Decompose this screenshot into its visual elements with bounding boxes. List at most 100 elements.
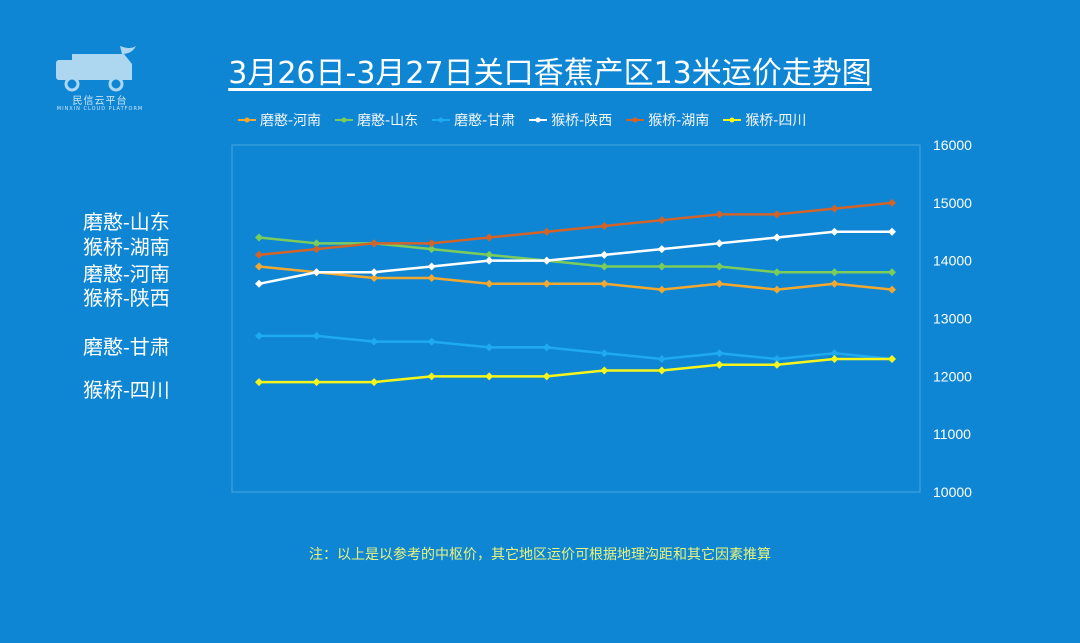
footnote: 注：以上是以参考的中枢价，其它地区运价可根据地理沟距和其它因素推算 (309, 547, 771, 563)
legend-item: 猴桥-湖南 (626, 110, 709, 130)
data-point (485, 343, 494, 352)
data-point (312, 378, 321, 387)
series-line (259, 334, 893, 361)
y-tick-label: 15000 (933, 195, 972, 211)
data-point (312, 245, 321, 254)
data-point (427, 239, 436, 248)
data-point (830, 354, 839, 363)
data-point (255, 331, 263, 340)
legend-swatch (626, 117, 645, 123)
data-point (255, 233, 263, 242)
data-point (888, 354, 896, 363)
data-point (888, 227, 896, 236)
y-tick-label: 16000 (933, 137, 972, 153)
y-tick-label: 14000 (933, 253, 972, 269)
series-line (259, 357, 892, 384)
data-point (255, 262, 263, 271)
series-line (258, 201, 893, 257)
data-point (427, 245, 436, 254)
data-point (657, 262, 666, 271)
legend-item: 磨憨-甘肃 (432, 110, 515, 130)
data-point (657, 366, 666, 375)
data-point (427, 372, 436, 381)
data-point (542, 372, 551, 381)
legend-swatch (723, 117, 742, 123)
data-point (600, 349, 609, 358)
data-point (600, 366, 609, 375)
legend-label: 猴桥-湖南 (648, 113, 710, 129)
legend-item: 猴桥-陕西 (529, 110, 612, 130)
legend-swatch (335, 117, 354, 123)
plot-frame (231, 144, 921, 493)
data-point (830, 204, 839, 213)
data-point (370, 268, 379, 277)
data-point (255, 250, 263, 259)
data-point (312, 331, 321, 340)
data-point (427, 337, 436, 346)
y-tick-label: 10000 (933, 484, 972, 500)
chart-legend: 磨憨-河南 磨憨-山东 磨憨-甘肃 猴桥-陕西 猴桥-湖南 猴桥-四川 (238, 110, 806, 130)
data-point (427, 274, 436, 283)
data-point (600, 250, 609, 259)
side-label: 猴桥-陕西 (83, 286, 170, 310)
data-point (772, 233, 781, 242)
data-point (888, 268, 896, 277)
data-point (542, 227, 551, 236)
data-point (830, 349, 839, 358)
data-point (427, 262, 436, 271)
y-tick-label: 13000 (933, 311, 972, 327)
data-point (715, 349, 724, 358)
data-point (370, 337, 379, 346)
data-point (657, 285, 666, 294)
legend-label: 磨憨-甘肃 (454, 113, 516, 129)
data-point (715, 360, 724, 369)
series-line (258, 265, 893, 291)
legend-label: 磨憨-山东 (357, 113, 419, 129)
data-point (888, 198, 896, 207)
series-line (258, 236, 892, 274)
legend-item: 猴桥-四川 (723, 110, 806, 130)
data-point (370, 274, 379, 283)
chart-title: 3月26日-3月27日关口香蕉产区13米运价走势图 (228, 56, 872, 91)
data-point (600, 279, 609, 288)
y-tick-label: 11000 (933, 426, 971, 442)
data-point (542, 279, 551, 288)
side-label: 磨憨-甘肃 (83, 335, 170, 359)
data-point (830, 268, 839, 277)
data-point (657, 354, 666, 363)
data-point (772, 268, 781, 277)
data-point (542, 343, 551, 352)
data-point (715, 210, 724, 219)
side-label: 猴桥-四川 (83, 378, 170, 402)
data-point (600, 262, 609, 271)
data-point (255, 378, 263, 387)
data-point (485, 279, 494, 288)
data-point (485, 372, 494, 381)
data-point (312, 239, 321, 248)
data-point (772, 210, 781, 219)
data-point (485, 233, 494, 242)
truck-logo-icon (56, 46, 136, 92)
data-point (715, 239, 724, 248)
side-label: 磨憨-山东 (83, 210, 170, 234)
logo-subtext: MINXIN CLOUD PLATFORM (56, 106, 144, 112)
data-point (772, 360, 781, 369)
legend-swatch (238, 117, 256, 123)
logo-text: 民信云平台 (72, 96, 128, 107)
logo: 民信云平台 MINXIN CLOUD PLATFORM (50, 40, 150, 115)
data-point (888, 285, 896, 294)
legend-swatch (432, 117, 451, 123)
side-label: 磨憨-河南 (83, 262, 170, 286)
data-point (830, 227, 839, 236)
legend-label: 猴桥-四川 (745, 113, 807, 129)
side-label: 猴桥-湖南 (83, 235, 170, 259)
legend-swatch (529, 117, 548, 123)
data-point (370, 378, 379, 387)
data-point (657, 216, 666, 225)
data-point (255, 279, 263, 288)
legend-item: 磨憨-山东 (335, 110, 418, 130)
legend-item: 磨憨-河南 (238, 110, 321, 130)
data-point (772, 285, 781, 294)
data-point (600, 221, 609, 230)
data-point (772, 354, 781, 363)
